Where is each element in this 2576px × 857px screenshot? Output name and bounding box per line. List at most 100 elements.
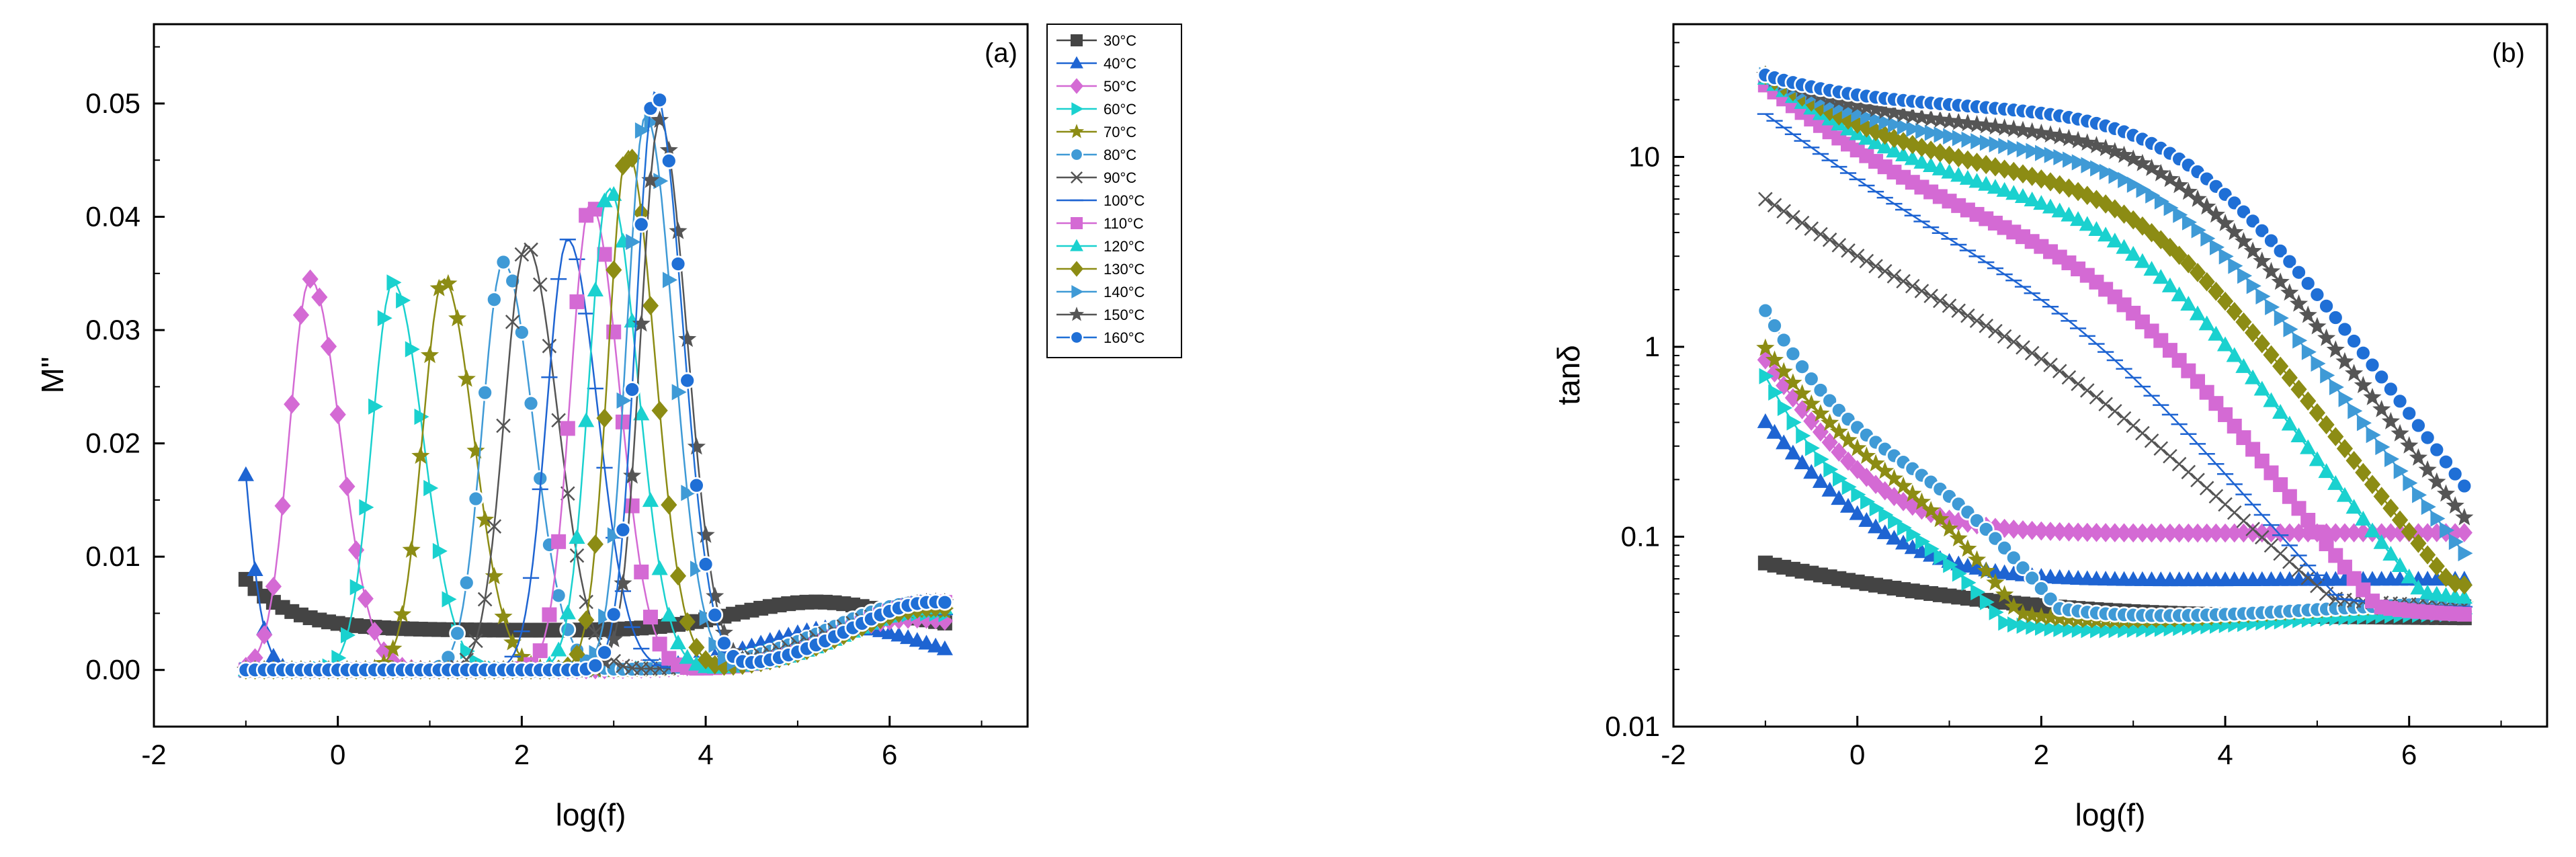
data-point [2170, 175, 2189, 194]
data-point [2235, 358, 2252, 373]
data-point [2237, 268, 2253, 284]
data-point [1924, 540, 1940, 557]
data-point [653, 173, 669, 190]
data-point [1906, 120, 1921, 137]
data-point [2163, 200, 2179, 216]
data-point [2446, 496, 2464, 514]
data-point [460, 643, 475, 659]
data-point [626, 233, 641, 251]
data-point [2253, 523, 2270, 543]
data-point [485, 291, 503, 309]
data-point [514, 247, 530, 262]
data-point [1933, 293, 1948, 309]
data-point [2071, 376, 2085, 391]
legend-marker [1069, 330, 1084, 345]
y-tick-label: 0.04 [85, 201, 140, 233]
series-160c [237, 91, 954, 679]
data-point [522, 395, 540, 412]
data-point [2382, 380, 2399, 398]
x-tick-label: 0 [1850, 739, 1865, 770]
data-point [2375, 438, 2391, 456]
data-point [1850, 248, 1865, 263]
data-point [1876, 524, 1893, 540]
data-point [265, 647, 282, 663]
data-point [1858, 512, 1875, 527]
data-point [2180, 523, 2197, 543]
data-point [1759, 368, 1774, 384]
data-point [341, 626, 356, 644]
data-point [927, 637, 944, 653]
data-point [2161, 523, 2179, 543]
data-point [2366, 427, 2381, 444]
data-point [247, 561, 263, 576]
data-point [2023, 606, 2042, 624]
data-point [2133, 153, 2152, 171]
data-point [1996, 159, 2013, 179]
data-point [688, 477, 705, 494]
data-point [2126, 418, 2141, 434]
data-point [1986, 573, 2005, 591]
data-point [1988, 323, 2003, 339]
data-point [2161, 169, 2179, 188]
data-point [349, 579, 365, 596]
data-point [1841, 479, 1857, 495]
legend-marker [1069, 307, 1085, 321]
data-point [688, 655, 705, 671]
data-point [2401, 522, 2417, 542]
data-point [2079, 216, 2095, 231]
data-point [615, 414, 630, 430]
data-point [2261, 261, 2281, 280]
data-point [2373, 487, 2390, 506]
data-point [1951, 303, 1966, 319]
data-point [2345, 450, 2362, 471]
data-point [1796, 427, 1811, 444]
series-40c [237, 466, 953, 677]
data-point [578, 412, 595, 427]
legend-marker [1071, 217, 1083, 229]
data-point [2070, 211, 2087, 227]
data-point [2171, 245, 2188, 266]
legend-label: 140°C [1104, 284, 1145, 300]
data-point [1851, 486, 1866, 503]
legend-label: 110°C [1104, 215, 1144, 232]
data-point [2108, 403, 2122, 419]
data-point [1821, 432, 1838, 452]
data-point [669, 566, 687, 586]
data-point [679, 649, 696, 664]
data-point [1968, 550, 1987, 568]
data-point [2290, 427, 2307, 443]
data-point [1784, 373, 1802, 391]
data-point [2106, 142, 2124, 160]
data-point [2281, 368, 2298, 388]
data-point [1903, 106, 1922, 124]
data-point [1958, 114, 1977, 132]
data-point [1786, 414, 1802, 431]
data-point [2336, 321, 2354, 338]
data-point [2180, 296, 2197, 311]
data-point [2135, 425, 2150, 441]
data-point [1822, 232, 1837, 247]
data-point [2033, 195, 2050, 210]
x-tick-label: -2 [141, 739, 166, 770]
data-point [2263, 232, 2280, 249]
legend-marker [1070, 239, 1083, 251]
data-point [1931, 509, 1950, 528]
legend-item-70c: 70°C [1056, 124, 1136, 140]
data-point [1931, 142, 1948, 163]
data-point [1867, 518, 1884, 534]
data-point [1841, 243, 1856, 258]
data-point [2272, 403, 2289, 419]
x-tick-label: 2 [514, 739, 530, 770]
data-point [2210, 239, 2225, 255]
data-point [494, 607, 513, 625]
data-point [2328, 548, 2343, 563]
data-point [2088, 190, 2105, 210]
data-point [458, 574, 475, 591]
data-point [2078, 133, 2097, 151]
data-point [359, 499, 374, 516]
data-point [2006, 334, 2022, 350]
data-point [2090, 160, 2106, 177]
data-point [2455, 507, 2474, 526]
panel-a-legend: 30°C 40°C 50°C 60°C 70°C 80°C 90°C 100°C 110°C 12… [1046, 24, 1182, 358]
data-point [2327, 523, 2344, 542]
